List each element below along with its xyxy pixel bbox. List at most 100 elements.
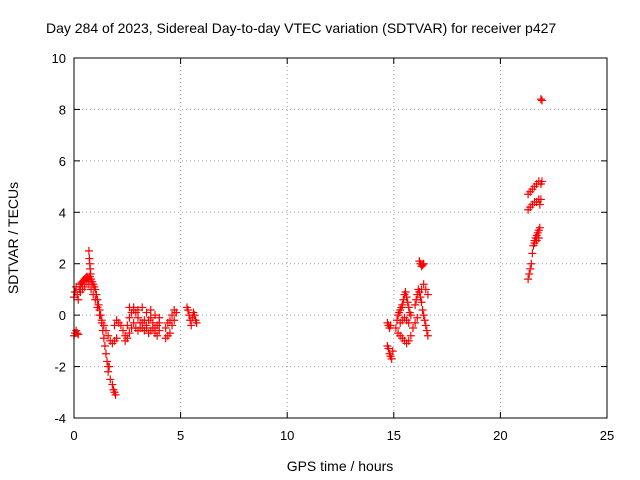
data-point [422, 326, 431, 335]
data-point [534, 234, 543, 242]
x-tick-label: 25 [600, 428, 614, 443]
data-point [125, 313, 134, 322]
data-point [528, 249, 537, 258]
data-point [104, 331, 113, 340]
data-point [100, 342, 109, 350]
data-point [84, 280, 93, 289]
y-tick-label: -2 [54, 360, 66, 375]
data-point [187, 321, 196, 330]
data-point [104, 367, 113, 376]
data-point [536, 195, 545, 204]
data-point [129, 318, 138, 327]
data-point [86, 270, 95, 278]
data-point [404, 303, 413, 312]
data-point [123, 334, 132, 343]
data-point [421, 285, 430, 294]
data-point [84, 246, 93, 255]
data-point [95, 311, 104, 320]
data-point [101, 326, 110, 335]
data-point [168, 321, 177, 330]
data-point [537, 96, 546, 105]
data-point [74, 330, 83, 339]
data-point [404, 318, 413, 327]
data-point [535, 200, 544, 209]
data-point [129, 303, 138, 312]
data-point [108, 380, 117, 389]
data-point [165, 329, 174, 338]
data-point [526, 264, 535, 273]
data-point [420, 316, 429, 325]
data-point [418, 261, 427, 269]
y-tick-label: -4 [54, 411, 66, 426]
data-point [112, 334, 121, 343]
data-point [73, 329, 82, 338]
x-axis-label: GPS time / hours [287, 458, 394, 474]
data-point [411, 300, 420, 309]
data-point [419, 259, 428, 268]
data-points [70, 95, 546, 399]
data-point [386, 321, 395, 330]
data-point [155, 313, 164, 322]
data-point [97, 316, 106, 325]
data-point [80, 282, 89, 291]
data-point [148, 324, 157, 332]
x-tick-label: 5 [177, 428, 184, 443]
data-point [416, 293, 425, 302]
data-point [140, 316, 149, 325]
data-point [153, 331, 162, 340]
data-point [417, 298, 426, 307]
data-point [172, 308, 181, 317]
data-point [184, 306, 193, 314]
data-point [99, 334, 108, 343]
data-point [151, 311, 160, 320]
data-point [421, 321, 430, 330]
data-point [423, 290, 432, 299]
data-point [413, 313, 422, 322]
data-point [418, 306, 427, 314]
y-tick-label: 4 [59, 205, 66, 220]
data-point [146, 306, 155, 314]
chart-title: Day 284 of 2023, Sidereal Day-to-day VTE… [46, 20, 556, 36]
y-tick-label: 0 [59, 308, 66, 323]
data-point [91, 295, 100, 304]
data-point [87, 285, 96, 294]
data-point [101, 349, 110, 358]
data-point [146, 313, 155, 322]
x-tick-label: 20 [493, 428, 507, 443]
data-point [402, 293, 411, 302]
data-point [168, 311, 177, 320]
data-point [142, 308, 151, 317]
data-point [384, 344, 393, 353]
data-point [111, 390, 120, 399]
data-point [99, 321, 108, 330]
data-point [119, 326, 128, 335]
data-point [524, 275, 533, 284]
x-tick-label: 10 [280, 428, 294, 443]
data-point [398, 300, 407, 309]
data-point [404, 336, 413, 345]
data-point [408, 324, 417, 332]
data-point [419, 311, 428, 320]
grid-lines [74, 58, 607, 418]
data-point [192, 318, 201, 327]
data-point [525, 270, 534, 278]
data-point [403, 298, 412, 307]
y-axis-label: SDTVAR / TECUs [5, 182, 21, 294]
x-tick-label: 0 [70, 428, 77, 443]
data-point [155, 326, 164, 335]
data-point [535, 223, 544, 232]
y-tick-label: 8 [59, 102, 66, 117]
axis-ticks: 0 5 10 15 20 25 -4 -2 0 2 4 6 8 10 [52, 51, 615, 443]
data-point [412, 295, 421, 304]
data-point [419, 280, 428, 289]
y-tick-label: 2 [59, 257, 66, 272]
data-point [103, 357, 112, 366]
data-point [138, 303, 147, 312]
data-point [170, 316, 179, 325]
data-point [74, 295, 83, 304]
data-point [388, 347, 397, 356]
y-tick-label: 6 [59, 154, 66, 169]
data-point [190, 311, 199, 320]
data-point [89, 290, 98, 299]
data-point [93, 303, 102, 312]
